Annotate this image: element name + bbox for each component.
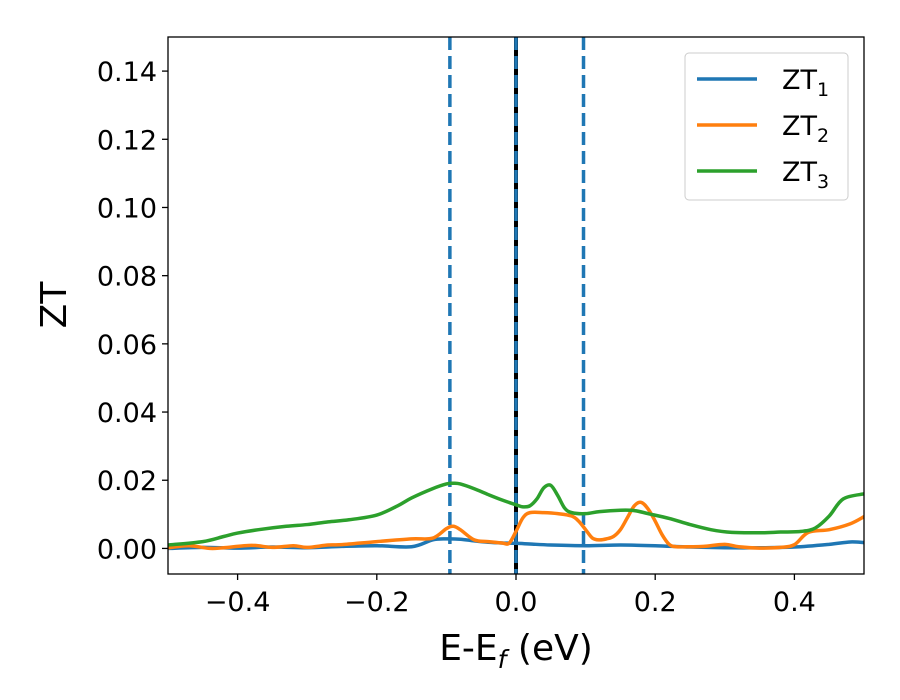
legend-label-subscript: 1: [817, 79, 829, 101]
y-tick-label: 0.10: [97, 193, 157, 224]
y-tick-label: 0.06: [97, 330, 157, 361]
reference-lines: [448, 37, 586, 574]
y-tick-label: 0.04: [97, 398, 157, 429]
legend-label-subscript: 3: [817, 171, 829, 193]
y-tick-label: 0.12: [97, 125, 157, 156]
x-tick-label: 0.4: [773, 587, 816, 618]
legend-label-zt3: ZT3: [782, 157, 829, 193]
x-tick-label: −0.4: [205, 587, 271, 618]
y-tick-label: 0.02: [97, 466, 157, 497]
legend-label-zt2: ZT2: [782, 111, 829, 147]
legend-box: [684, 52, 849, 201]
y-tick-label: 0.00: [97, 534, 157, 565]
legend-label-main: ZT: [782, 111, 817, 142]
x-tick-label: −0.2: [344, 587, 410, 618]
series-lines: [168, 481, 864, 551]
x-axis-title: E-Ef (eV): [439, 628, 593, 674]
legend-label-main: ZT: [782, 157, 817, 188]
legend-label-zt1: ZT1: [782, 65, 829, 101]
series-line-zt3: [168, 481, 864, 547]
x-tick-label: 0.2: [634, 587, 677, 618]
y-tick-label: 0.14: [97, 57, 157, 88]
y-tick-label: 0.08: [97, 262, 157, 293]
x-axis-ticks: −0.4 −0.2 0.0 0.2 0.4: [205, 574, 816, 618]
y-axis-ticks: 0.00 0.02 0.04 0.06 0.08 0.10 0.12 0.14: [97, 57, 168, 565]
x-axis-title-main: E-E: [439, 628, 497, 669]
legend-label-subscript: 2: [817, 125, 829, 147]
y-axis-title: ZT: [34, 281, 75, 329]
x-tick-label: 0.0: [495, 587, 538, 618]
series-line-zt2: [168, 500, 864, 551]
x-axis-title-unit: (eV): [506, 628, 592, 669]
legend-label-main: ZT: [782, 65, 817, 96]
